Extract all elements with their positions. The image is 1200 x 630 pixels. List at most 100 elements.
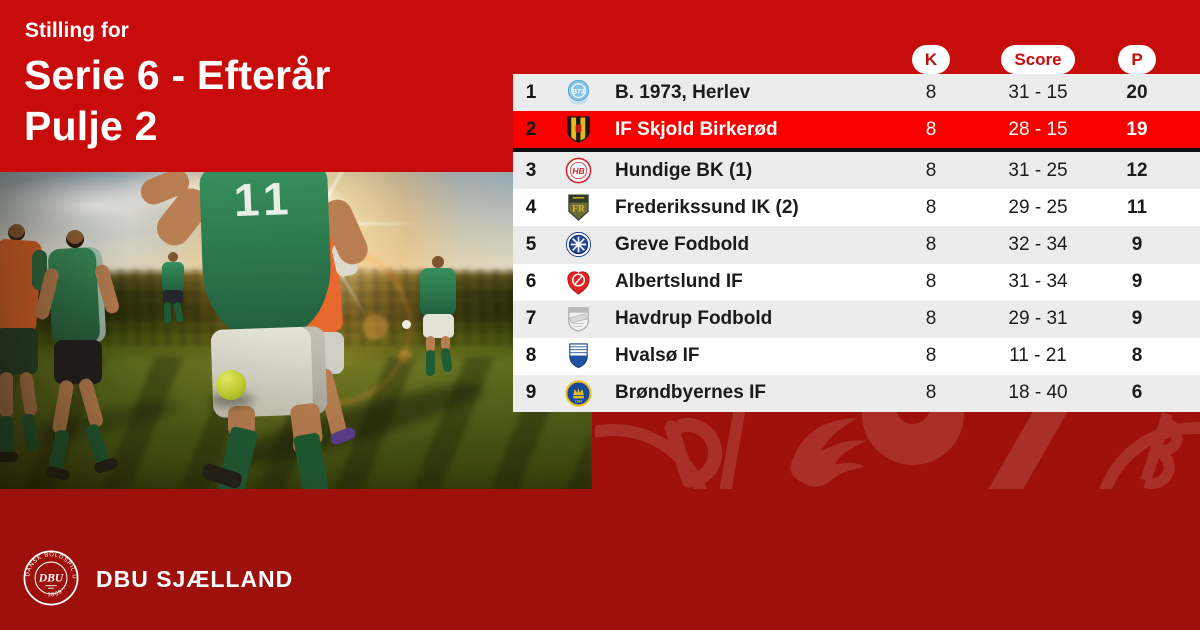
dbu-crest-watermark <box>595 412 1200 489</box>
position-number: 7 <box>525 308 537 330</box>
matches-played: 8 <box>925 382 937 404</box>
table-row: 1 B73 B. 1973, Herlev 8 31 - 15 20 <box>513 74 1200 112</box>
table-row: 7 Havdrup Fodbold 8 29 - 31 9 <box>513 300 1200 338</box>
points: 8 <box>1131 345 1143 367</box>
football-match-photo: 11 <box>0 172 592 489</box>
matches-played: 8 <box>925 271 937 293</box>
column-pill-k: K <box>911 45 951 74</box>
standings-table: 1 B73 B. 1973, Herlev 8 31 - 15 20 2 IF … <box>513 74 1200 412</box>
svg-text:B73: B73 <box>572 88 585 95</box>
position-number: 6 <box>525 271 537 293</box>
position-number: 8 <box>525 345 537 367</box>
goal-score: 32 - 34 <box>1008 233 1068 255</box>
player-shorts <box>423 314 454 338</box>
goal-score: 31 - 25 <box>1008 159 1068 181</box>
frederikssund-ik-crest-icon: FR <box>549 193 607 222</box>
svg-text:1964: 1964 <box>574 400 581 404</box>
matches-played: 8 <box>925 233 937 255</box>
position-number: 5 <box>525 233 537 255</box>
club-name: B. 1973, Herlev <box>615 81 751 103</box>
goal-score: 29 - 25 <box>1008 196 1068 218</box>
player-shoe <box>0 452 18 462</box>
goal-score: 31 - 34 <box>1008 271 1068 293</box>
points: 9 <box>1131 308 1143 330</box>
player-shorts <box>163 290 183 304</box>
matches-played: 8 <box>925 159 937 181</box>
player-head <box>168 252 178 262</box>
points: 9 <box>1131 233 1143 255</box>
player-sock <box>164 302 171 324</box>
player-sock <box>426 350 435 376</box>
position-number: 9 <box>525 382 537 404</box>
havdrup-fodbold-crest-icon <box>549 305 607 334</box>
svg-text:FR: FR <box>572 204 586 215</box>
matches-played: 8 <box>925 308 937 330</box>
svg-text:HB: HB <box>572 166 585 176</box>
brand-name: DBU SJÆLLAND <box>96 566 294 592</box>
player-head <box>432 256 444 268</box>
position-number: 2 <box>525 118 537 140</box>
table-row: 2 IF Skjold Birkerød 8 28 - 15 19 <box>513 111 1200 153</box>
points: 20 <box>1126 81 1148 103</box>
matches-played: 8 <box>925 345 937 367</box>
albertslund-if-crest-icon <box>549 268 607 297</box>
points: 12 <box>1126 159 1148 181</box>
player-jersey <box>420 268 456 316</box>
broendbyernes-if-crest-icon: 1964 <box>549 379 607 408</box>
skjold-birkeroed-crest-icon <box>549 115 607 144</box>
photo-vignette <box>0 172 592 489</box>
hundige-bk-crest-icon: HB <box>549 156 607 185</box>
crest-wings <box>45 585 57 589</box>
club-name: Hvalsø IF <box>615 345 700 367</box>
table-row: 5 Greve Fodbold 8 32 - 34 9 <box>513 226 1200 264</box>
player-leg <box>426 336 435 352</box>
player-head <box>8 224 25 241</box>
eyebrow-text: Stilling for <box>25 19 129 42</box>
table-row: 4 FR Frederikssund IK (2) 8 29 - 25 11 <box>513 189 1200 227</box>
page-title-line1: Serie 6 - Efterår <box>24 52 331 98</box>
points: 11 <box>1126 196 1148 218</box>
lens-flare-dot <box>398 350 412 364</box>
player-shorts <box>54 340 102 384</box>
table-row: 8 Hvalsø IF 8 11 - 21 8 <box>513 337 1200 375</box>
football-icon <box>216 370 246 400</box>
goal-score: 31 - 15 <box>1008 81 1068 103</box>
club-name: Frederikssund IK (2) <box>615 196 799 218</box>
club-name: Brøndbyernes IF <box>615 382 766 404</box>
club-name: IF Skjold Birkerød <box>615 118 778 140</box>
matches-played: 8 <box>925 196 937 218</box>
goal-score: 28 - 15 <box>1008 118 1068 140</box>
points: 6 <box>1131 382 1143 404</box>
table-row: 3 HB Hundige BK (1) 8 31 - 25 12 <box>513 152 1200 190</box>
table-row: 9 1964 Brøndbyernes IF 8 18 - 40 6 <box>513 374 1200 412</box>
b1973-crest-icon: B73 <box>549 78 607 107</box>
lens-flare-dot <box>362 314 388 340</box>
crest-ring-text-bottom: · 1889 · <box>41 585 67 598</box>
club-name: Hundige BK (1) <box>615 159 753 181</box>
player-leg <box>441 336 450 350</box>
player-leg <box>0 372 13 418</box>
position-number: 3 <box>525 159 537 181</box>
matches-played: 8 <box>925 118 937 140</box>
dbu-crest-logo: DANSK BOLDSPIL UNION · 1889 · DBU <box>19 545 80 607</box>
matches-played: 8 <box>925 81 937 103</box>
club-name: Havdrup Fodbold <box>615 308 773 330</box>
player-shorts <box>0 328 38 374</box>
column-pill-score: Score <box>1001 45 1075 74</box>
ball-shadow <box>208 394 254 406</box>
table-row: 6 Albertslund IF 8 31 - 34 9 <box>513 263 1200 301</box>
hvalsoe-if-crest-icon <box>549 342 607 371</box>
position-number: 1 <box>525 81 537 103</box>
player-head <box>66 230 84 248</box>
points: 9 <box>1131 271 1143 293</box>
svg-text:· 1889 ·: · 1889 · <box>41 585 68 598</box>
page-title-line2: Pulje 2 <box>24 103 158 149</box>
position-number: 4 <box>525 196 537 218</box>
goal-score: 18 - 40 <box>1008 382 1068 404</box>
points: 19 <box>1126 118 1148 140</box>
club-name: Albertslund IF <box>615 271 743 293</box>
goal-score: 29 - 31 <box>1008 308 1068 330</box>
club-name: Greve Fodbold <box>615 233 750 255</box>
player-jersey <box>162 262 184 292</box>
